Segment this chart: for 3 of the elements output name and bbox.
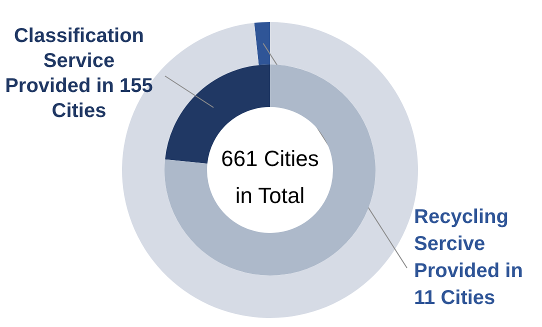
text: 661 Cities in Total: [220, 145, 320, 210]
text: Classification Service Provided in 155 Cities: [4, 24, 154, 124]
text: Recycling Sercive Provided in 11 Cities: [414, 205, 524, 311]
